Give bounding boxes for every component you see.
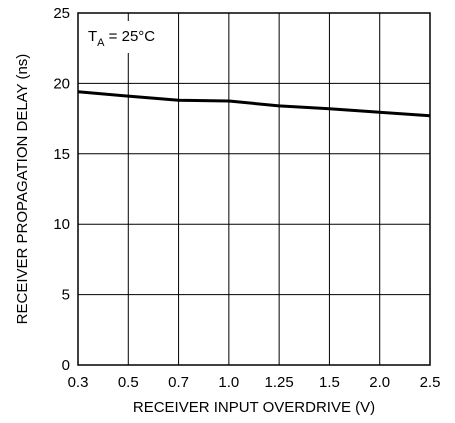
x-tick-label: 1.25 bbox=[265, 374, 294, 391]
x-tick-label: 1.0 bbox=[218, 374, 239, 391]
x-tick-label: 0.3 bbox=[68, 374, 89, 391]
x-tick-labels: 0.3 0.5 0.7 1.0 1.25 1.5 2.0 2.5 bbox=[68, 374, 441, 391]
y-tick-label: 20 bbox=[53, 75, 70, 92]
y-tick-label: 10 bbox=[53, 216, 70, 233]
y-axis-label: RECEIVER PROPAGATION DELAY (ns) bbox=[14, 54, 31, 325]
y-tick-labels: 0 5 10 15 20 25 bbox=[53, 5, 70, 374]
series-line bbox=[77, 90, 431, 118]
plot-frame bbox=[77, 12, 431, 366]
annotation-main: T bbox=[88, 28, 97, 45]
annotation-rest: = 25°C bbox=[105, 28, 156, 45]
temperature-annotation: TA = 25°C bbox=[88, 28, 155, 49]
y-tick-label: 0 bbox=[62, 357, 70, 374]
x-tick-label: 1.5 bbox=[319, 374, 340, 391]
annotation-background bbox=[81, 21, 173, 53]
y-tick-label: 25 bbox=[53, 5, 70, 22]
y-tick-label: 15 bbox=[53, 146, 70, 163]
grid-lines bbox=[78, 13, 430, 365]
y-tick-label: 5 bbox=[62, 287, 70, 304]
x-tick-label: 0.7 bbox=[168, 374, 189, 391]
x-tick-label: 2.5 bbox=[420, 374, 441, 391]
x-tick-label: 0.5 bbox=[118, 374, 139, 391]
annotation-subscript: A bbox=[97, 37, 105, 49]
x-axis-label: RECEIVER INPUT OVERDRIVE (V) bbox=[133, 399, 375, 416]
x-tick-label: 2.0 bbox=[369, 374, 390, 391]
